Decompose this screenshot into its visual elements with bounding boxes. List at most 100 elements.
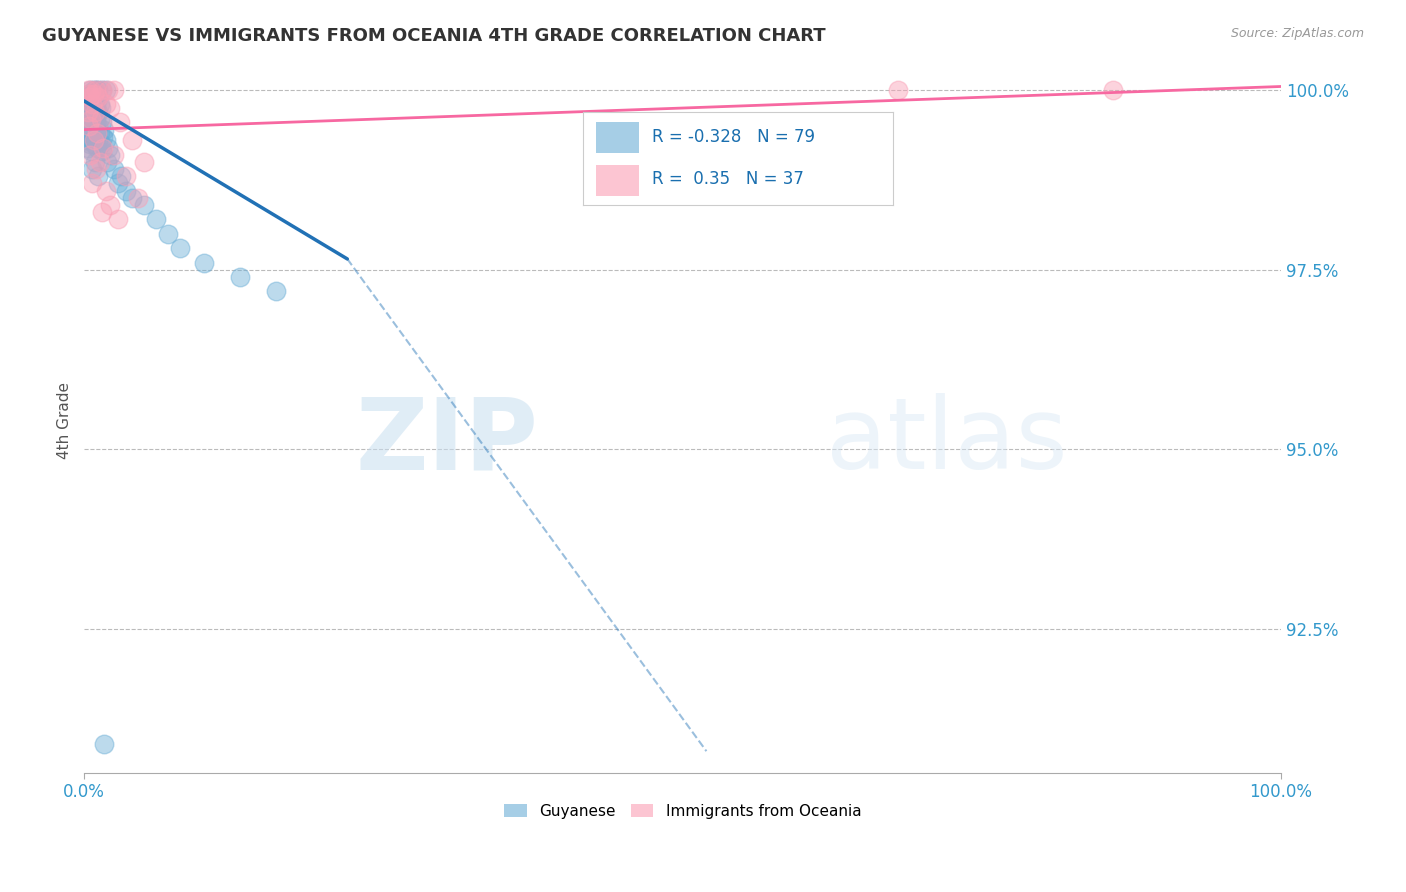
- Point: [94, 133, 117, 147]
- Point: [77, 119, 100, 133]
- Text: R =  0.35   N = 37: R = 0.35 N = 37: [651, 170, 803, 188]
- Point: [89, 155, 111, 169]
- Point: [91, 83, 114, 97]
- Point: [83, 112, 105, 126]
- Point: [76, 115, 98, 129]
- Point: [87, 133, 110, 147]
- Point: [127, 191, 149, 205]
- Point: [90, 112, 112, 126]
- Point: [89, 112, 111, 126]
- Point: [96, 155, 118, 169]
- Point: [77, 87, 100, 101]
- Point: [91, 115, 114, 129]
- Point: [86, 94, 108, 108]
- Point: [98, 101, 121, 115]
- Point: [228, 269, 250, 284]
- Point: [79, 122, 101, 136]
- Legend: Guyanese, Immigrants from Oceania: Guyanese, Immigrants from Oceania: [498, 797, 868, 825]
- Point: [83, 94, 105, 108]
- Point: [145, 212, 167, 227]
- Point: [97, 140, 120, 154]
- Point: [91, 205, 114, 219]
- Point: [82, 108, 104, 122]
- Point: [75, 133, 97, 147]
- Point: [93, 122, 115, 136]
- Point: [75, 101, 97, 115]
- Point: [79, 90, 101, 104]
- Point: [156, 227, 179, 241]
- Point: [80, 112, 103, 126]
- Point: [83, 155, 105, 169]
- Point: [84, 126, 107, 140]
- Point: [79, 136, 101, 151]
- Point: [79, 112, 101, 126]
- Point: [91, 83, 114, 97]
- Point: [77, 108, 100, 122]
- Point: [87, 90, 110, 104]
- Point: [76, 83, 98, 97]
- Point: [84, 162, 107, 177]
- Point: [110, 169, 132, 184]
- Point: [83, 136, 105, 151]
- Point: [83, 104, 105, 119]
- Bar: [596, 122, 640, 153]
- Point: [80, 87, 103, 101]
- Point: [84, 83, 107, 97]
- Point: [107, 212, 129, 227]
- Point: [77, 129, 100, 144]
- Text: Source: ZipAtlas.com: Source: ZipAtlas.com: [1230, 27, 1364, 40]
- Bar: [596, 165, 640, 196]
- Point: [83, 104, 105, 119]
- Point: [91, 144, 114, 158]
- Point: [80, 144, 103, 158]
- Point: [1102, 83, 1125, 97]
- Point: [80, 83, 103, 97]
- Text: R = -0.328   N = 79: R = -0.328 N = 79: [651, 128, 814, 146]
- Point: [86, 140, 108, 154]
- Point: [84, 83, 107, 97]
- Point: [169, 241, 191, 255]
- Point: [121, 191, 143, 205]
- Point: [121, 133, 143, 147]
- Y-axis label: 4th Grade: 4th Grade: [58, 382, 72, 459]
- Point: [83, 87, 105, 101]
- Point: [82, 162, 104, 177]
- Point: [107, 177, 129, 191]
- Point: [94, 83, 117, 97]
- Point: [80, 126, 103, 140]
- Point: [83, 119, 105, 133]
- Point: [93, 737, 115, 751]
- Point: [87, 169, 110, 184]
- Point: [75, 112, 97, 126]
- Point: [76, 126, 98, 140]
- Point: [89, 97, 111, 112]
- Point: [80, 115, 103, 129]
- Point: [82, 119, 104, 133]
- Point: [79, 83, 101, 97]
- Point: [82, 97, 104, 112]
- Point: [79, 101, 101, 115]
- Point: [94, 97, 117, 112]
- Point: [83, 83, 105, 97]
- Point: [887, 83, 910, 97]
- Point: [97, 83, 120, 97]
- Point: [76, 87, 98, 101]
- Text: atlas: atlas: [827, 393, 1067, 491]
- Point: [84, 115, 107, 129]
- Point: [103, 162, 125, 177]
- Point: [108, 115, 131, 129]
- Point: [84, 101, 107, 115]
- Point: [87, 83, 110, 97]
- Point: [193, 255, 215, 269]
- Text: GUYANESE VS IMMIGRANTS FROM OCEANIA 4TH GRADE CORRELATION CHART: GUYANESE VS IMMIGRANTS FROM OCEANIA 4TH …: [42, 27, 825, 45]
- Point: [132, 155, 155, 169]
- Point: [91, 129, 114, 144]
- Point: [98, 198, 121, 212]
- Point: [90, 101, 112, 115]
- Point: [83, 133, 105, 147]
- Point: [87, 104, 110, 119]
- Point: [80, 104, 103, 119]
- Point: [86, 126, 108, 140]
- Point: [82, 97, 104, 112]
- Point: [90, 136, 112, 151]
